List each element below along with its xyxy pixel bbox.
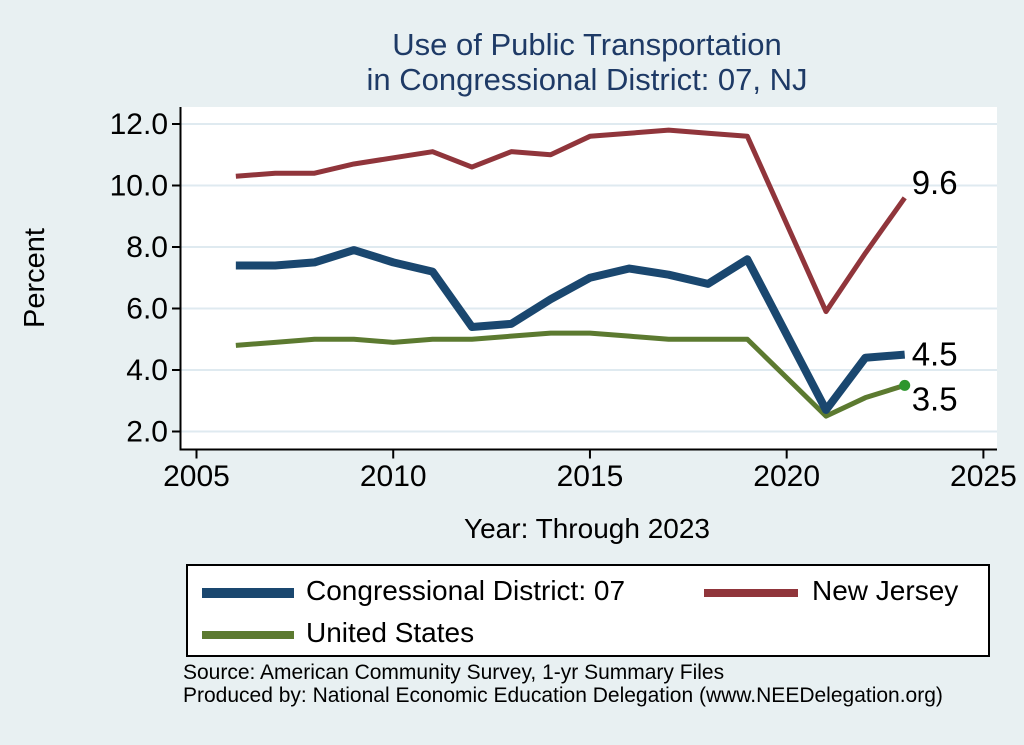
produced-by-line: Produced by: National Economic Education… — [183, 684, 943, 707]
series-line-united-states — [235, 330, 906, 419]
series-end-marker — [899, 379, 911, 391]
series-line-new-jersey — [235, 127, 907, 315]
legend-label-new-jersey: New Jersey — [812, 575, 959, 606]
legend-swatch-congressional-district-07 — [202, 588, 294, 598]
source-line: Source: American Community Survey, 1-yr … — [183, 661, 725, 684]
chart-title-line2: in Congressional District: 07, NJ — [366, 62, 808, 97]
legend-swatch-new-jersey — [704, 589, 798, 597]
chart-legend: Congressional District: 07 New Jersey Un… — [186, 564, 990, 657]
chart-title-line1: Use of Public Transportation — [392, 27, 782, 62]
series-end-value-label: 3.5 — [912, 380, 958, 417]
x-axis-title: Year: Through 2023 — [464, 513, 710, 544]
y-tick-label: 4.0 — [126, 354, 168, 387]
legend-swatch-united-states — [202, 631, 294, 639]
y-axis-title: Percent — [19, 228, 51, 328]
legend-label-congressional-district-07: Congressional District: 07 — [306, 575, 626, 606]
series-end-value-label: 9.6 — [912, 164, 958, 201]
chart-title: Use of Public Transportation in Congress… — [150, 27, 1024, 97]
series-end-value-label: 4.5 — [912, 336, 958, 373]
x-tick-label: 2010 — [360, 460, 427, 493]
x-tick-label: 2025 — [950, 460, 1017, 493]
x-tick-label: 2020 — [753, 460, 820, 493]
y-tick-label: 12.0 — [110, 108, 168, 141]
y-tick-label: 10.0 — [110, 170, 168, 203]
source-notes: Source: American Community Survey, 1-yr … — [183, 661, 1003, 707]
x-tick-label: 2015 — [557, 460, 624, 493]
series-line-congressional-district-07 — [235, 246, 906, 414]
x-tick-label: 2005 — [163, 460, 230, 493]
legend-label-united-states: United States — [306, 617, 475, 648]
y-tick-label: 8.0 — [126, 231, 168, 264]
y-tick-label: 6.0 — [126, 293, 168, 326]
y-tick-label: 2.0 — [126, 416, 168, 449]
